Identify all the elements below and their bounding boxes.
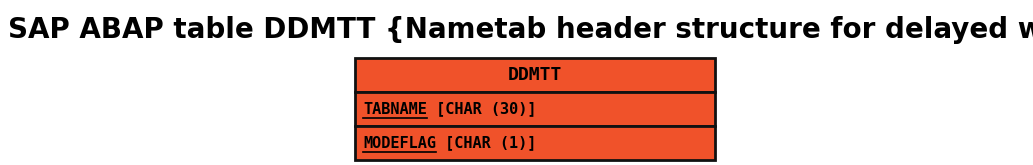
Bar <box>355 92 715 126</box>
Text: SAP ABAP table DDMTT {Nametab header structure for delayed writing}: SAP ABAP table DDMTT {Nametab header str… <box>8 16 1033 44</box>
Text: MODEFLAG: MODEFLAG <box>363 135 436 150</box>
Bar <box>355 58 715 92</box>
Text: TABNAME: TABNAME <box>363 101 427 116</box>
Text: [CHAR (30)]: [CHAR (30)] <box>427 101 536 116</box>
Bar <box>355 126 715 160</box>
Text: [CHAR (1)]: [CHAR (1)] <box>436 135 536 150</box>
Text: DDMTT: DDMTT <box>508 66 562 84</box>
